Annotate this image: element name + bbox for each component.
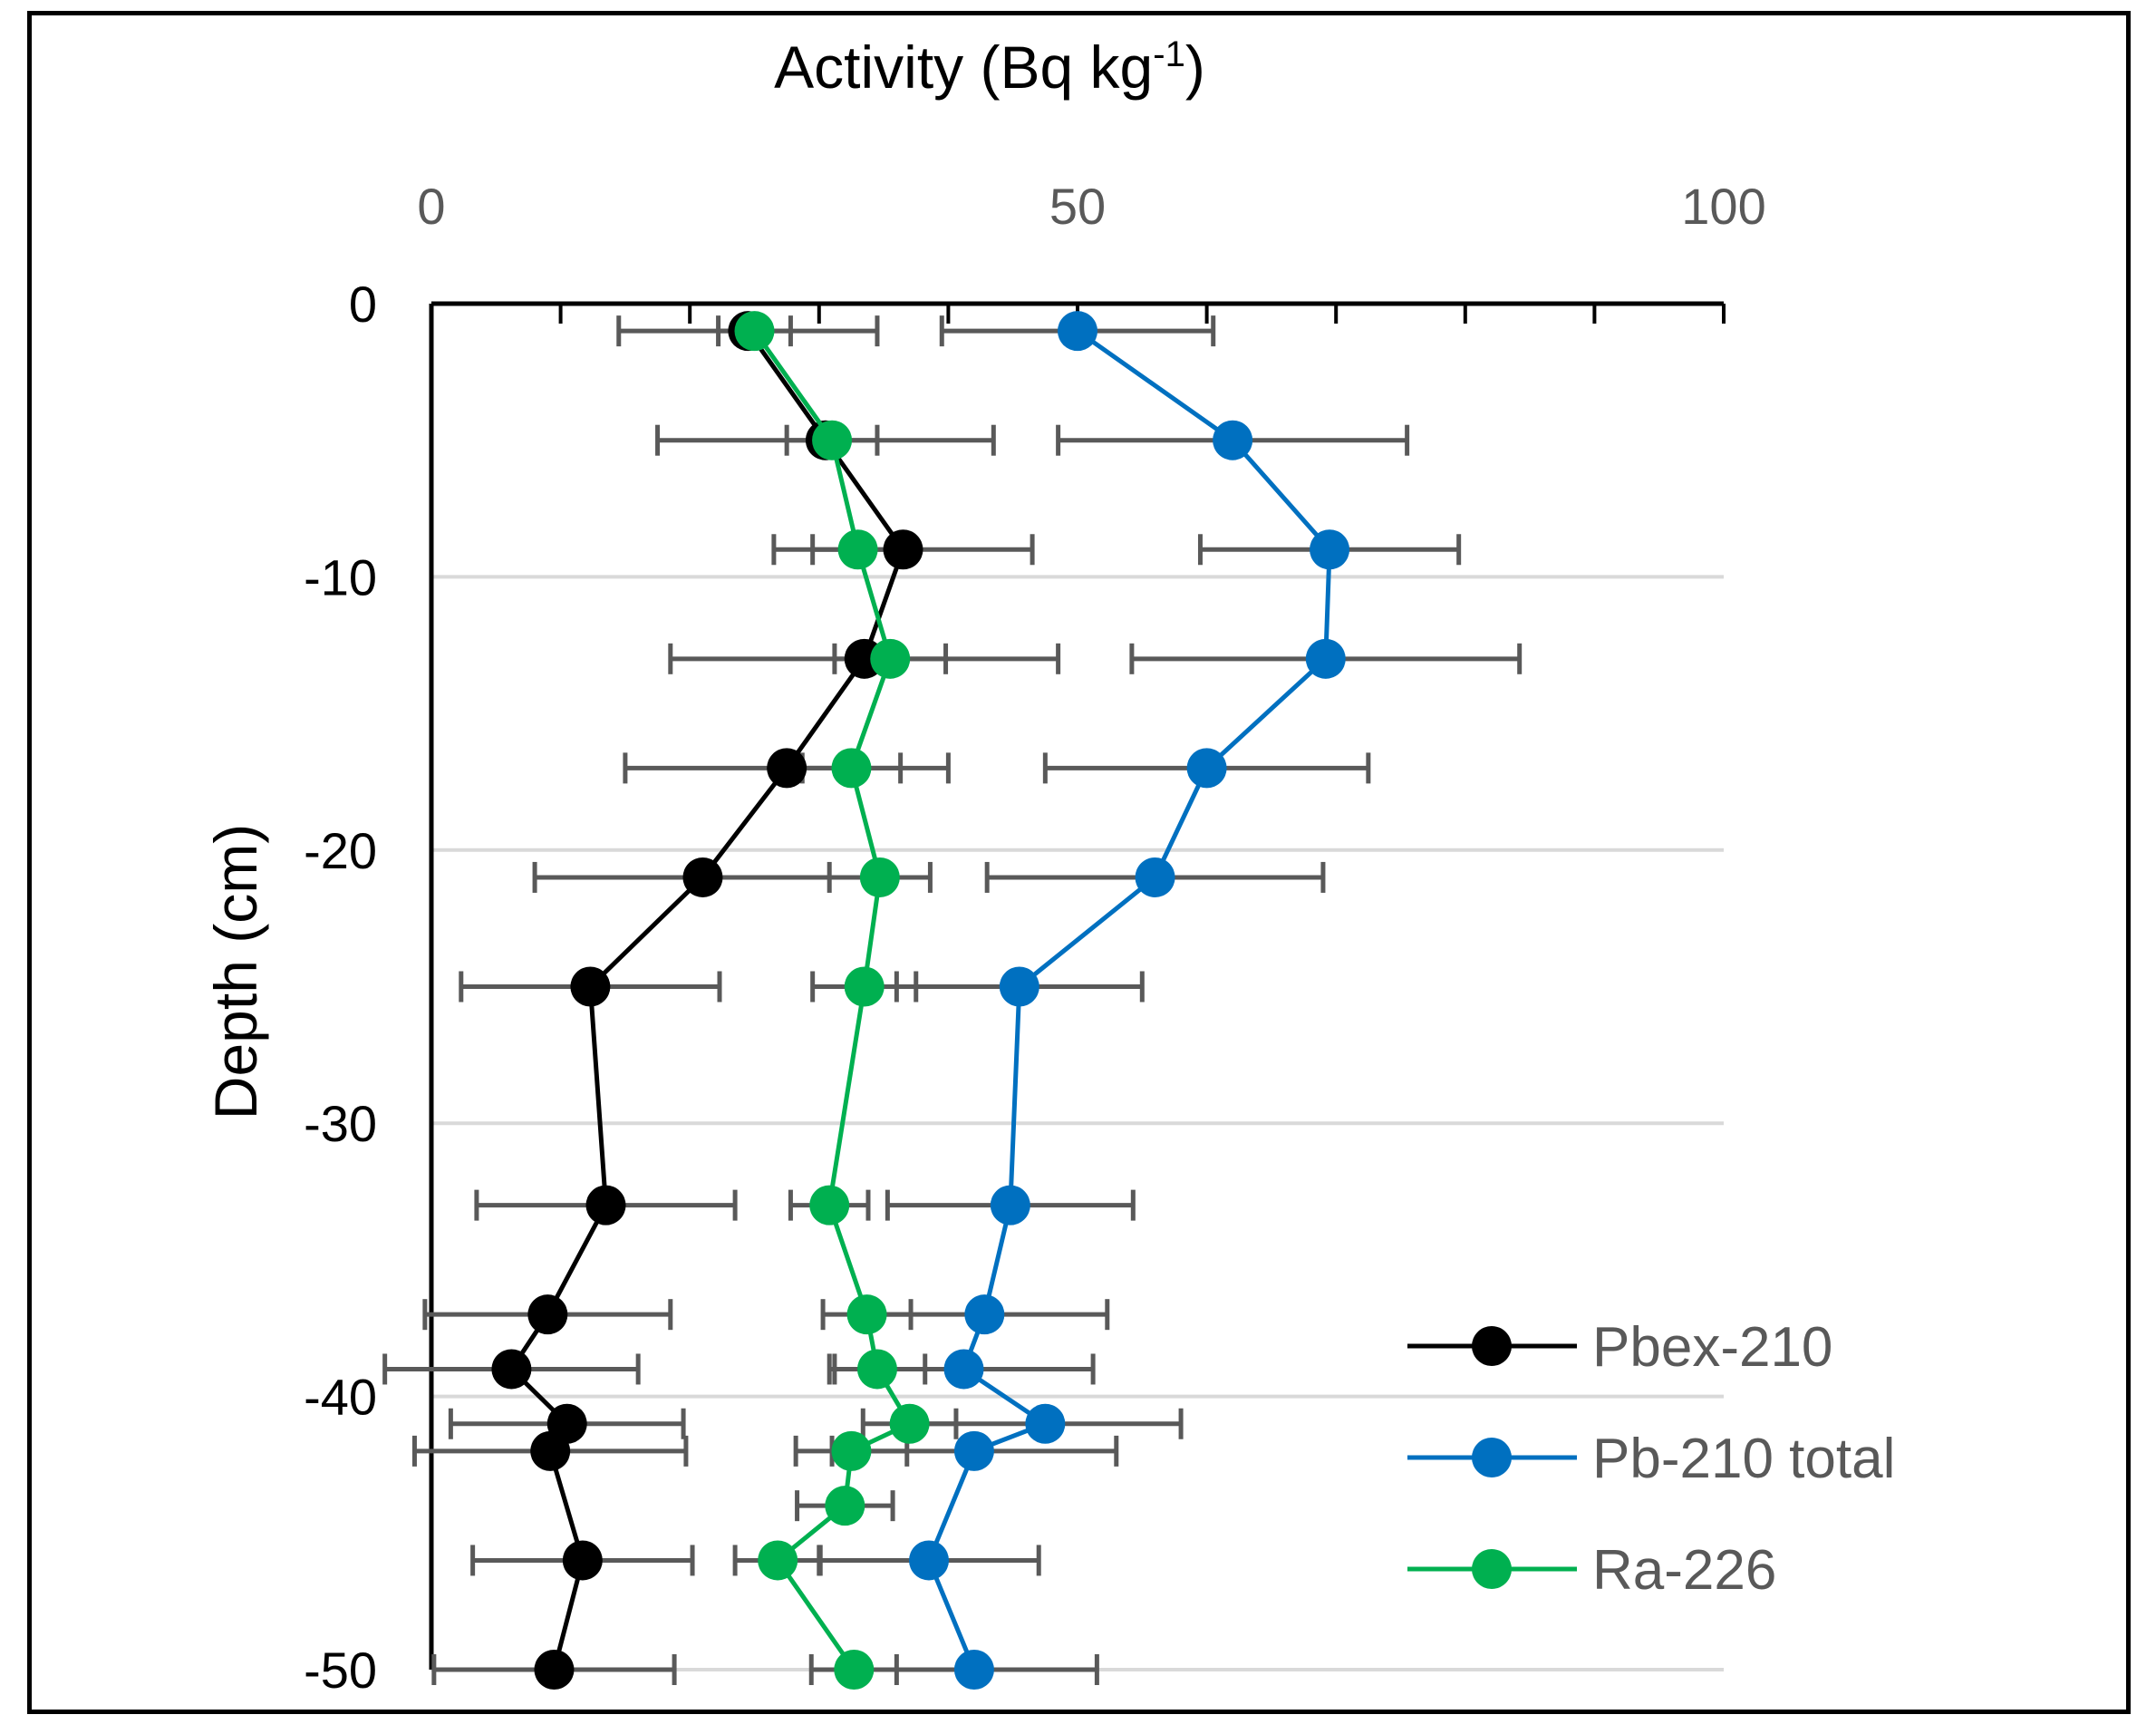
data-point — [834, 1650, 875, 1690]
data-point — [1310, 529, 1350, 570]
data-point — [1186, 748, 1227, 789]
y-tick-label--10: -10 — [304, 548, 377, 605]
error-bars — [382, 315, 1523, 1685]
data-point — [734, 311, 775, 352]
legend-swatch-marker — [1472, 1326, 1512, 1366]
data-point — [812, 420, 853, 460]
legend-label: Pbex-210 — [1592, 1316, 1832, 1379]
series-line — [926, 329, 1332, 1671]
data-point — [953, 1650, 994, 1690]
y-tick-label--20: -20 — [304, 822, 377, 879]
data-point — [530, 1430, 571, 1471]
legend-label: Ra-226 — [1592, 1539, 1776, 1602]
data-point — [953, 1430, 994, 1471]
data-point — [585, 1185, 626, 1225]
x-tick-label-0: 0 — [417, 178, 445, 235]
data-point — [844, 966, 885, 1007]
data-point — [831, 748, 872, 789]
data-point — [964, 1294, 1005, 1335]
series-line — [752, 329, 914, 1671]
data-point — [491, 1349, 532, 1390]
chart-frame: 0 50 100 0 -10 -20 -30 -40 -50 Pbex-210 Pb-210 to… — [27, 11, 2131, 1714]
data-point — [883, 529, 923, 570]
data-series — [491, 311, 1350, 1690]
data-point — [846, 1294, 887, 1335]
data-point — [562, 1540, 603, 1581]
legend-label: Pb-210 total — [1592, 1428, 1895, 1490]
y-tick-label--30: -30 — [304, 1095, 377, 1152]
data-point — [889, 1403, 930, 1444]
y-tick-label--40: -40 — [304, 1369, 377, 1426]
legend-item: Pb-210 total — [1407, 1428, 1895, 1490]
legend: Pbex-210 Pb-210 total Ra-226 — [1407, 1316, 1895, 1602]
x-axis-title: Activity (Bq kg-1) — [774, 34, 1205, 101]
data-point — [1058, 311, 1097, 352]
data-point — [943, 1349, 984, 1390]
axes: 0 50 100 0 -10 -20 -30 -40 -50 — [304, 178, 1766, 1699]
data-point — [570, 966, 611, 1007]
series-pb-210-total — [909, 311, 1350, 1690]
data-point — [831, 1430, 872, 1471]
y-tick-label-0: 0 — [349, 276, 377, 333]
data-point — [990, 1185, 1030, 1225]
depth-profile-chart: 0 50 100 0 -10 -20 -30 -40 -50 Pbex-210 Pb-210 to… — [202, 34, 1895, 1699]
data-point — [1135, 857, 1175, 897]
x-tick-label-50: 50 — [1049, 178, 1106, 235]
legend-item: Pbex-210 — [1407, 1316, 1832, 1379]
legend-item: Ra-226 — [1407, 1539, 1776, 1602]
series-ra-226 — [734, 311, 930, 1690]
data-point — [758, 1540, 798, 1581]
data-point — [1213, 420, 1253, 460]
data-point — [527, 1294, 568, 1335]
data-point — [837, 529, 878, 570]
data-point — [682, 857, 723, 897]
data-point — [1025, 1403, 1066, 1444]
data-point — [909, 1540, 950, 1581]
data-point — [856, 1349, 897, 1390]
data-point — [859, 857, 900, 897]
y-axis-title: Depth (cm) — [202, 824, 269, 1119]
legend-swatch-marker — [1472, 1438, 1512, 1477]
data-point — [534, 1650, 575, 1690]
gridlines — [431, 575, 1724, 1671]
data-point — [825, 1486, 865, 1526]
y-tick-label--50: -50 — [304, 1642, 377, 1699]
data-point — [1305, 638, 1346, 679]
data-point — [999, 966, 1039, 1007]
data-point — [809, 1185, 850, 1225]
data-point — [767, 748, 807, 789]
x-tick-label-100: 100 — [1681, 178, 1765, 235]
data-point — [870, 638, 911, 679]
legend-swatch-marker — [1472, 1549, 1512, 1589]
